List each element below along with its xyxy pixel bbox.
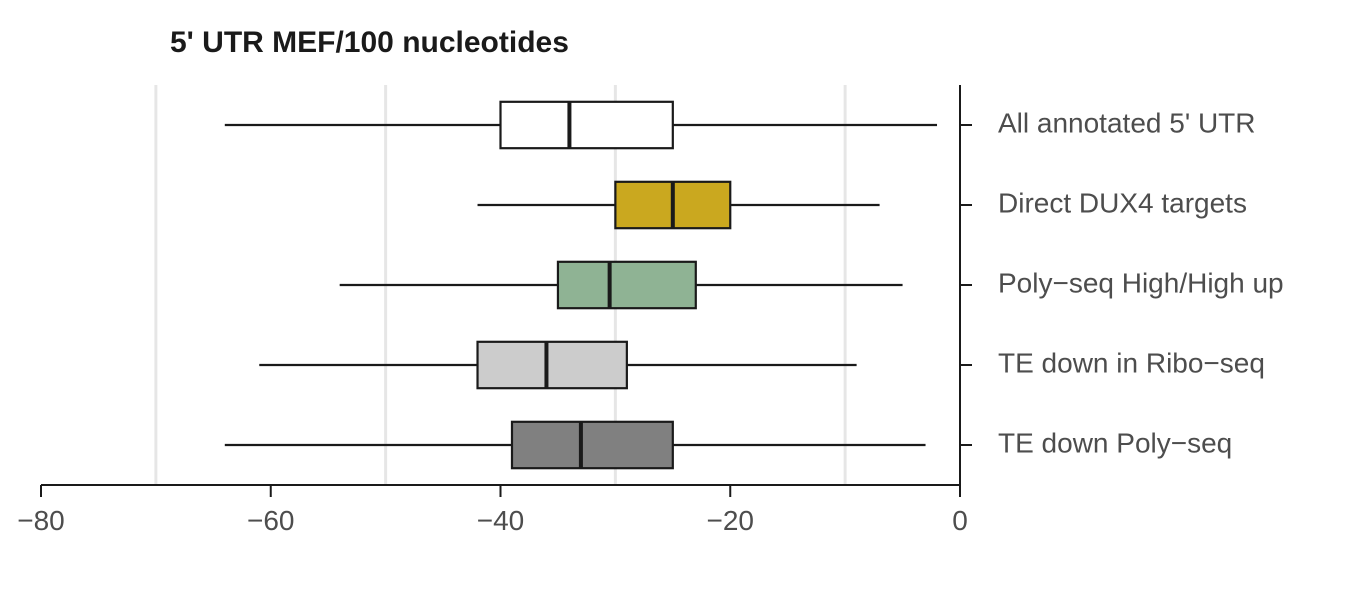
category-label: All annotated 5' UTR: [998, 107, 1255, 138]
x-tick-label: −80: [17, 505, 65, 536]
box: [478, 342, 627, 388]
chart-svg: All annotated 5' UTR Direct DUX4 targets P…: [0, 0, 1350, 600]
box: [501, 102, 673, 148]
box: [512, 422, 673, 468]
box: [558, 262, 696, 308]
x-tick-label: 0: [952, 505, 968, 536]
x-tick-label: −60: [247, 505, 295, 536]
category-label: Direct DUX4 targets: [998, 187, 1247, 218]
chart-title: 5' UTR MEF/100 nucleotides: [170, 26, 569, 59]
category-label: Poly−seq High/High up: [998, 267, 1284, 298]
category-label: TE down in Ribo−seq: [998, 347, 1265, 378]
category-label: TE down Poly−seq: [998, 427, 1232, 458]
x-tick-label: −20: [707, 505, 755, 536]
x-tick-label: −40: [477, 505, 525, 536]
boxplot-chart: All annotated 5' UTR Direct DUX4 targets P…: [0, 0, 1350, 600]
